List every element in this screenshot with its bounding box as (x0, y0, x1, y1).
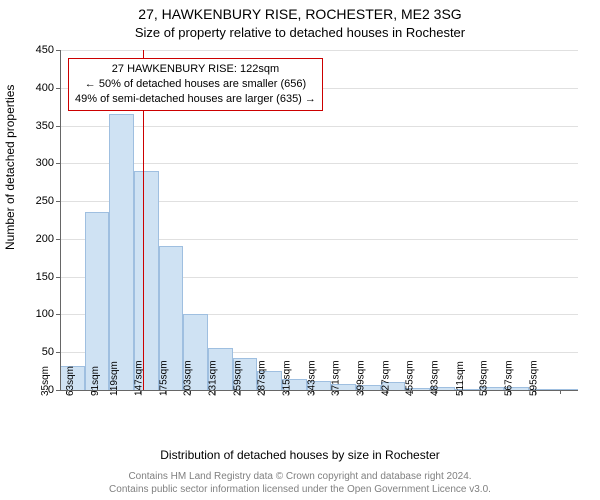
y-tick-label: 400 (36, 82, 60, 94)
gridline (60, 50, 578, 51)
footer-line1: Contains HM Land Registry data © Crown c… (0, 471, 600, 484)
y-tick-label: 50 (42, 346, 60, 358)
y-tick-label: 200 (36, 233, 60, 245)
x-tick-label: 35sqm (40, 366, 51, 396)
x-tick-label: 91sqm (89, 366, 100, 396)
footer-line2: Contains public sector information licen… (0, 484, 600, 497)
histogram-bar (109, 114, 134, 390)
histogram-bar (85, 212, 110, 390)
plot-area: 05010015020025030035040045035sqm63sqm91s… (60, 50, 578, 390)
histogram-bar (134, 171, 159, 390)
chart-title-line1: 27, HAWKENBURY RISE, ROCHESTER, ME2 3SG (0, 6, 600, 22)
y-tick-label: 250 (36, 195, 60, 207)
y-tick-label: 450 (36, 44, 60, 56)
y-tick-label: 300 (36, 157, 60, 169)
x-axis-line (60, 390, 578, 391)
gridline (60, 163, 578, 164)
y-tick-label: 150 (36, 271, 60, 283)
y-axis-line (60, 50, 61, 390)
gridline (60, 126, 578, 127)
y-axis-label: Number of detached properties (3, 85, 17, 250)
x-tick-label: 63sqm (65, 366, 76, 396)
attribution-footer: Contains HM Land Registry data © Crown c… (0, 471, 600, 496)
info-box-line2: ← 50% of detached houses are smaller (65… (75, 77, 316, 92)
y-tick-label: 350 (36, 120, 60, 132)
y-tick-label: 100 (36, 308, 60, 320)
info-box-line3: 49% of semi-detached houses are larger (… (75, 92, 316, 107)
x-axis-label: Distribution of detached houses by size … (0, 448, 600, 462)
info-box-line1: 27 HAWKENBURY RISE: 122sqm (75, 62, 316, 77)
histogram-chart: 27, HAWKENBURY RISE, ROCHESTER, ME2 3SG … (0, 0, 600, 500)
info-box: 27 HAWKENBURY RISE: 122sqm← 50% of detac… (68, 58, 323, 111)
chart-title-line2: Size of property relative to detached ho… (0, 25, 600, 40)
